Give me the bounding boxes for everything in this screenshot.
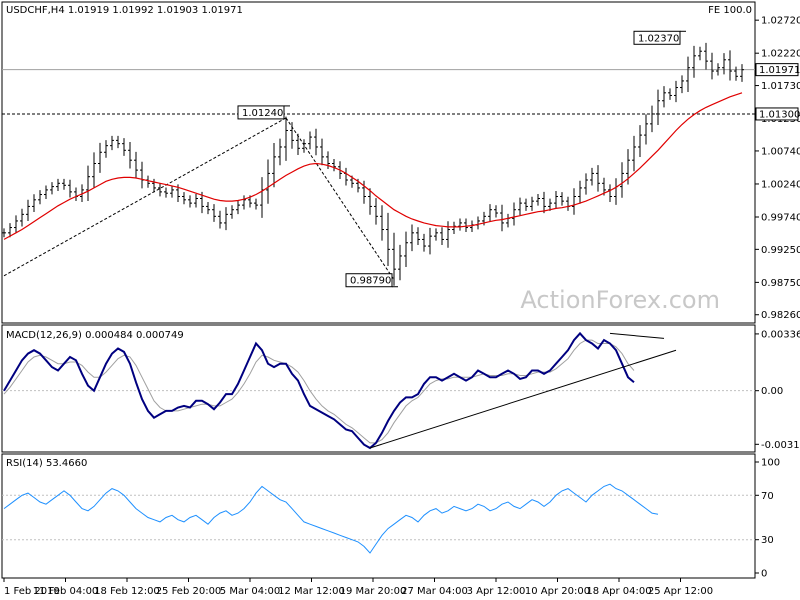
rsi-y-tick-label: 0 — [761, 569, 767, 580]
level-tag: 1.01300 — [755, 107, 800, 121]
x-tick-label: 18 Feb 12:00 — [94, 586, 160, 597]
macd-y-axis: 0.003368 0.00 -0.003181 — [755, 329, 800, 451]
rsi-line — [3, 483, 659, 554]
level-tag-box — [755, 107, 799, 121]
x-tick-label: 19 Mar 20:00 — [340, 586, 407, 597]
rsi-y-tick-label: 70 — [761, 491, 774, 502]
price-panel: ActionForex.com 1.01240 0.98790 1.02370 US… — [1, 1, 800, 324]
rsi-panel-frame — [1, 453, 756, 579]
moving-average-line — [3, 92, 743, 240]
price-y-tick-label: 0.98260 — [761, 310, 800, 321]
price-annotation-label: 1.02370 — [638, 33, 679, 44]
price-y-tick-label: 0.99250 — [761, 245, 800, 256]
macd-panel-frame — [1, 324, 756, 453]
price-annotation-box — [633, 30, 681, 45]
price-y-tick-label: 0.99740 — [761, 212, 800, 223]
x-tick-label: 5 Mar 04:00 — [220, 586, 280, 597]
macd-trendline-2 — [609, 332, 665, 339]
level-tag-label: 1.01300 — [759, 109, 800, 120]
price-bars — [2, 42, 744, 286]
watermark: ActionForex.com — [520, 286, 720, 314]
x-tick-label: 10 Apr 20:00 — [525, 586, 590, 597]
x-tick-label: 25 Apr 12:00 — [648, 586, 713, 597]
price-y-tick-label: 1.00740 — [761, 146, 800, 157]
price-y-tick-label: 1.01730 — [761, 81, 800, 92]
rsi-panel: RSI(14) 53.4660 100 70 30 0 — [1, 453, 780, 580]
fibonacci-line-2 — [285, 117, 395, 281]
rsi-y-tick-label: 100 — [761, 458, 780, 469]
x-tick-label: 3 Apr 12:00 — [467, 586, 526, 597]
price-y-tick-label: 1.02220 — [761, 49, 800, 60]
x-tick-label: 1 Feb 2019 — [4, 586, 60, 597]
current-price-tag: 1.01971 — [755, 63, 800, 77]
rsi-y-axis: 100 70 30 0 — [755, 458, 780, 580]
x-tick-label: 27 Mar 04:00 — [401, 586, 468, 597]
price-annotation-label: 0.98790 — [350, 276, 391, 287]
macd-y-tick-label: 0.003368 — [761, 329, 800, 340]
rsi-y-tick-label: 30 — [761, 535, 774, 546]
macd-panel: MACD(12,26,9) 0.000484 0.000749 0.003368… — [1, 324, 800, 453]
macd-y-tick-label: 0.00 — [761, 386, 783, 397]
price-annotation-box — [237, 105, 285, 120]
x-tick-label: 25 Feb 20:00 — [156, 586, 222, 597]
price-y-tick-label: 0.98750 — [761, 278, 800, 289]
macd-trendline-1 — [369, 349, 677, 449]
x-tick-label: 18 Apr 04:00 — [586, 586, 651, 597]
price-y-tick-label: 1.00240 — [761, 179, 800, 190]
price-annotation-label: 1.01240 — [242, 108, 283, 119]
price-y-axis: 1.027201.022201.017301.012301.007401.002… — [755, 16, 800, 321]
macd-signal-line — [3, 339, 635, 444]
macd-line — [3, 331, 635, 450]
macd-panel-title: MACD(12,26,9) 0.000484 0.000749 — [6, 330, 184, 341]
price-annotation-box — [345, 273, 393, 288]
fibonacci-line-1 — [3, 117, 287, 277]
price-panel-frame — [1, 1, 756, 324]
price-panel-title: USDCHF,H4 1.01919 1.01992 1.01903 1.0197… — [6, 5, 243, 16]
rsi-levels — [2, 494, 755, 541]
macd-y-tick-label: -0.003181 — [761, 440, 800, 451]
x-tick-label: 12 Mar 12:00 — [278, 586, 345, 597]
price-y-tick-label: 1.02720 — [761, 16, 800, 27]
fe-label: FE 100.0 — [708, 5, 752, 16]
current-price-tag-label: 1.01971 — [759, 65, 800, 76]
x-tick-label: 11 Feb 04:00 — [33, 586, 99, 597]
current-price-tag-box — [755, 63, 799, 77]
price-annotations: 1.01240 0.98790 1.02370 — [237, 30, 686, 288]
rsi-panel-title: RSI(14) 53.4660 — [6, 458, 87, 469]
